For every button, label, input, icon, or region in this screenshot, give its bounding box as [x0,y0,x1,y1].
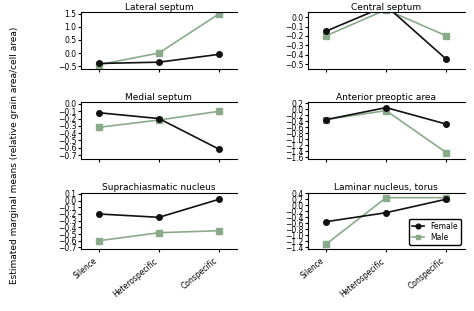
Female [156,216,162,219]
Male [156,231,162,234]
Title: Suprachiasmatic nucleus: Suprachiasmatic nucleus [102,183,216,192]
Female [96,111,101,114]
Male [156,51,162,55]
Title: Laminar nucleus, torus: Laminar nucleus, torus [334,183,438,192]
Male [216,109,222,113]
Female [444,197,449,201]
Line: Female: Female [323,196,449,225]
Male [156,118,162,122]
Female [96,62,101,65]
Female [383,211,389,215]
Line: Male: Male [323,7,449,39]
Male [383,8,389,12]
Line: Male: Male [323,108,449,156]
Female [323,118,329,122]
Title: Anterior preoptic area: Anterior preoptic area [336,93,436,102]
Female [216,53,222,56]
Male [444,196,449,199]
Line: Male: Male [323,195,449,247]
Female [156,60,162,64]
Male [383,196,389,199]
Male [444,151,449,155]
Text: Estimated marginal means (relative grain area/cell area): Estimated marginal means (relative grain… [10,27,18,284]
Female [216,197,222,201]
Line: Female: Female [96,110,222,152]
Female [216,147,222,151]
Male [383,109,389,113]
Male [216,12,222,16]
Legend: Female, Male: Female, Male [410,219,461,245]
Line: Male: Male [96,228,222,244]
Female [383,106,389,109]
Female [444,58,449,61]
Line: Male: Male [96,109,222,130]
Female [444,122,449,126]
Female [156,117,162,120]
Male [444,34,449,38]
Male [323,34,329,38]
Male [216,229,222,233]
Title: Lateral septum: Lateral septum [125,3,193,12]
Female [383,4,389,8]
Line: Female: Female [96,52,222,66]
Female [323,29,329,33]
Male [96,63,101,67]
Line: Female: Female [323,3,449,62]
Female [323,220,329,224]
Female [96,212,101,216]
Title: Medial septum: Medial septum [126,93,192,102]
Line: Male: Male [96,11,222,67]
Line: Female: Female [323,105,449,127]
Male [323,242,329,246]
Male [323,118,329,122]
Male [96,125,101,129]
Male [96,239,101,243]
Line: Female: Female [96,197,222,220]
Title: Central septum: Central septum [351,3,421,12]
